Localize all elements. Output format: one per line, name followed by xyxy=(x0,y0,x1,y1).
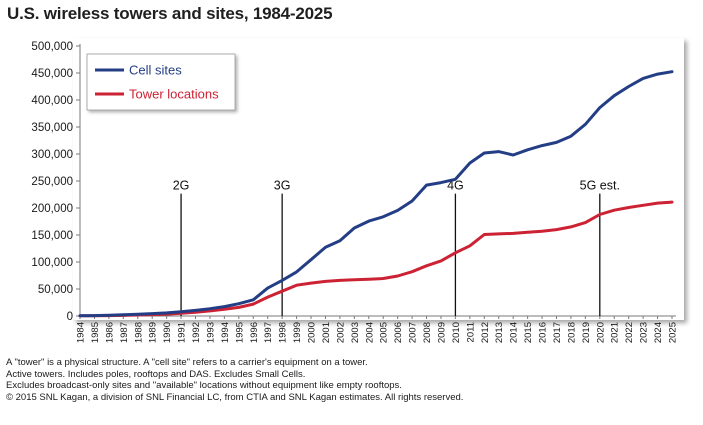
x-tick-label: 1991 xyxy=(177,322,188,343)
y-tick-label: 350,000 xyxy=(31,122,73,134)
axes: 0 50,000 100,000 150,000 200,000 250,000 300,0… xyxy=(31,41,678,343)
x-tick-label: 2007 xyxy=(408,322,419,343)
x-tick-label: 2014 xyxy=(509,322,520,343)
x-tick-label: 1985 xyxy=(90,322,101,343)
generation-marker-label: 2G xyxy=(173,179,190,193)
x-tick-label: 2025 xyxy=(668,322,679,343)
x-tick-label: 2005 xyxy=(379,322,390,343)
series-line-cell-sites xyxy=(78,70,674,318)
y-tick-label: 200,000 xyxy=(31,203,73,215)
footnotes: A "tower" is a physical structure. A "ce… xyxy=(6,357,696,403)
x-tick-label: 1998 xyxy=(278,322,289,343)
x-tick-label: 2006 xyxy=(393,322,404,343)
chart-title: U.S. wireless towers and sites, 1984-202… xyxy=(7,4,333,23)
x-tick-label: 1997 xyxy=(263,322,274,343)
x-tick-label: 1988 xyxy=(133,322,144,343)
y-tick-label: 500,000 xyxy=(31,41,73,53)
x-tick-label: 2020 xyxy=(595,322,606,343)
x-tick-label: 2010 xyxy=(451,322,462,343)
x-tick-label: 2002 xyxy=(335,322,346,343)
generation-marker-label: 5G est. xyxy=(580,179,620,193)
x-tick-label: 2022 xyxy=(624,322,635,343)
x-tick-label: 1992 xyxy=(191,322,202,343)
footnote-line: Excludes broadcast-only sites and "avail… xyxy=(6,380,402,392)
x-tick-label: 2000 xyxy=(307,322,318,343)
x-tick-label: 2013 xyxy=(494,322,505,343)
x-tick-label: 2003 xyxy=(350,322,361,343)
y-tick-label: 250,000 xyxy=(31,176,73,188)
x-tick-label: 2017 xyxy=(552,322,563,343)
x-tick-label: 2019 xyxy=(581,322,592,343)
footnote-line: © 2015 SNL Kagan, a division of SNL Fina… xyxy=(6,391,464,403)
x-tick-label: 2012 xyxy=(480,322,491,343)
x-tick-label: 1990 xyxy=(162,322,173,343)
x-tick-label: 2009 xyxy=(436,322,447,343)
x-tick-label: 1994 xyxy=(220,322,231,343)
y-tick-label: 0 xyxy=(67,311,73,323)
x-tick-label: 2016 xyxy=(538,322,549,343)
y-tick-label: 450,000 xyxy=(31,68,73,80)
x-tick-label: 1995 xyxy=(234,322,245,343)
footnote-line: Active towers. Includes poles, rooftops … xyxy=(6,368,306,380)
x-tick-label: 2011 xyxy=(465,322,476,342)
x-tick-label: 1984 xyxy=(76,322,87,343)
y-tick-label: 300,000 xyxy=(31,149,73,161)
line-chart: 0 50,000 100,000 150,000 200,000 250,000 300,0… xyxy=(31,38,684,343)
generation-marker-label: 3G xyxy=(274,179,291,193)
legend-label: Cell sites xyxy=(129,63,182,78)
series-lines xyxy=(78,70,674,318)
x-tick-label: 2008 xyxy=(422,322,433,343)
x-tick-label: 1993 xyxy=(205,322,216,343)
legend-label: Tower locations xyxy=(129,87,219,102)
x-tick-label: 2004 xyxy=(364,322,375,343)
x-tick-label: 2023 xyxy=(639,322,650,343)
x-tick-label: 2024 xyxy=(653,322,664,343)
y-tick-label: 150,000 xyxy=(31,230,73,242)
y-tick-label: 400,000 xyxy=(31,95,73,107)
x-tick-label: 1987 xyxy=(119,322,130,343)
y-tick-label: 50,000 xyxy=(38,284,73,296)
x-tick-label: 1986 xyxy=(104,322,115,343)
footnote-line: A "tower" is a physical structure. A "ce… xyxy=(6,357,368,368)
x-tick-label: 1999 xyxy=(292,322,303,343)
legend: Cell sites Tower locations xyxy=(86,53,236,111)
x-tick-label: 1996 xyxy=(249,322,260,343)
generation-marker-label: 4G xyxy=(447,179,464,193)
x-tick-label: 2021 xyxy=(610,322,621,343)
x-tick-label: 2018 xyxy=(566,322,577,343)
x-tick-label: 1989 xyxy=(148,322,159,343)
x-tick-label: 2001 xyxy=(321,322,332,343)
generation-markers: 2G 3G 4G 5G est. xyxy=(173,179,620,316)
legend-box xyxy=(86,53,236,111)
y-tick-label: 100,000 xyxy=(31,257,73,269)
x-tick-label: 2015 xyxy=(523,322,534,343)
